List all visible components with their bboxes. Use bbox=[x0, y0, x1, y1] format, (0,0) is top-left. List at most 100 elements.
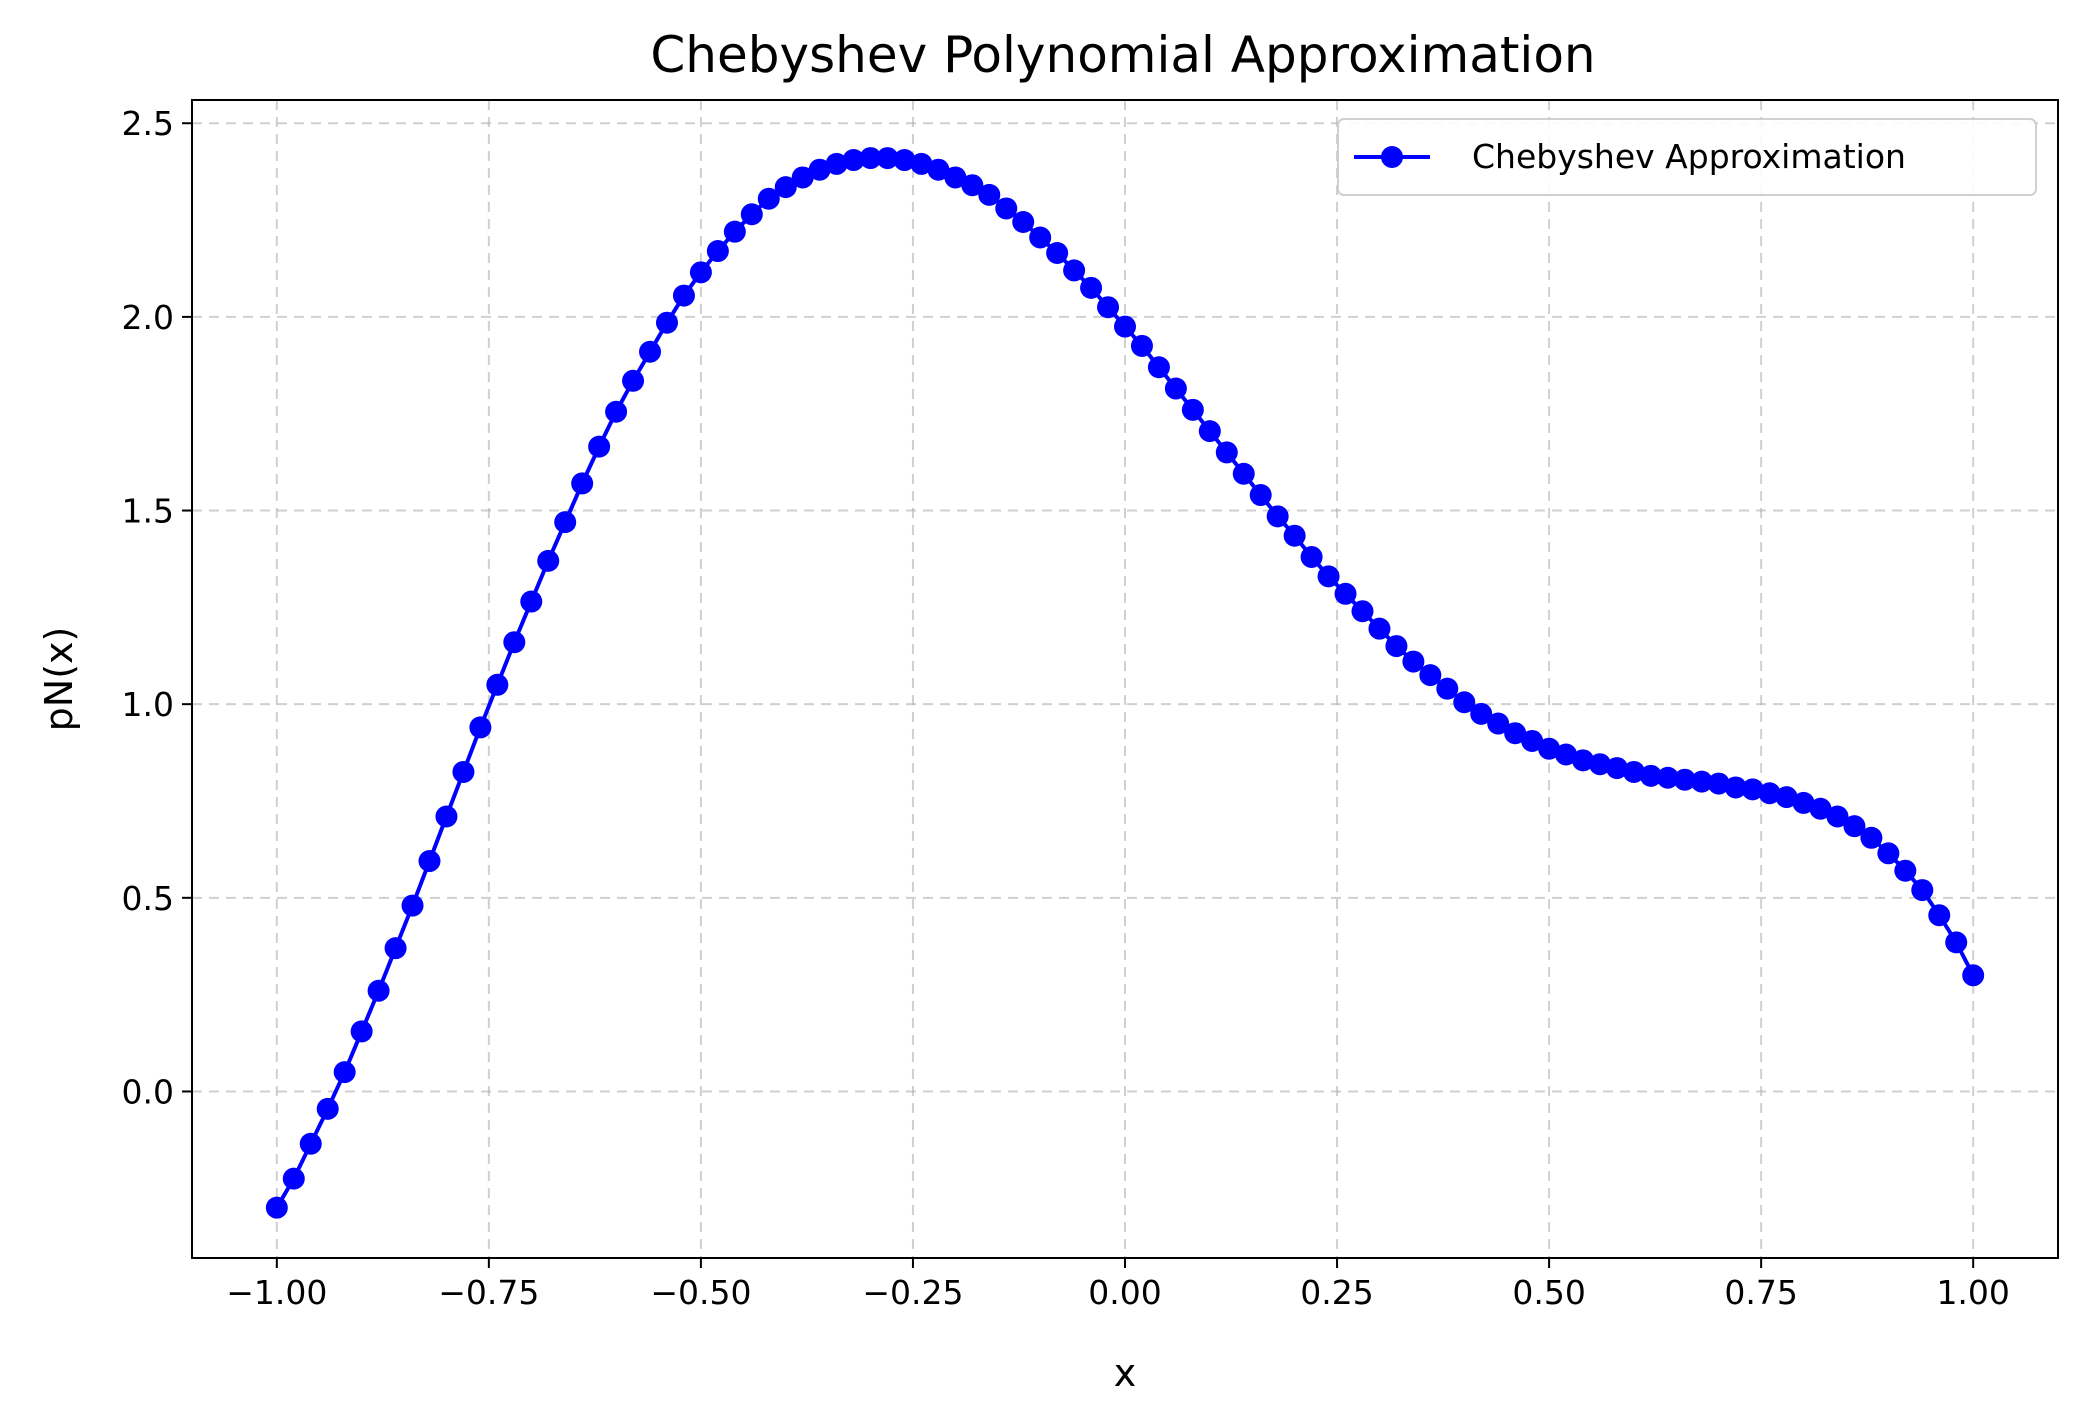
data-point bbox=[944, 166, 967, 189]
data-point bbox=[1555, 743, 1578, 766]
data-point bbox=[1249, 484, 1272, 507]
data-point bbox=[774, 176, 797, 199]
data-point bbox=[1351, 600, 1374, 623]
data-point bbox=[1588, 753, 1611, 776]
data-point bbox=[350, 1020, 373, 1043]
data-point bbox=[588, 435, 611, 458]
data-point bbox=[995, 197, 1018, 220]
data-point bbox=[1453, 691, 1476, 714]
data-point bbox=[520, 590, 543, 613]
data-point bbox=[893, 149, 916, 172]
y-tick-label: 2.5 bbox=[122, 104, 174, 143]
data-point bbox=[1673, 768, 1696, 791]
data-point bbox=[1894, 859, 1917, 882]
data-point bbox=[1215, 441, 1238, 464]
data-point bbox=[1826, 805, 1849, 828]
legend-label: Chebyshev Approximation bbox=[1472, 137, 1906, 176]
data-point bbox=[978, 183, 1001, 206]
data-point bbox=[1097, 296, 1120, 319]
data-point bbox=[1928, 904, 1951, 927]
data-point bbox=[961, 174, 984, 197]
data-point bbox=[740, 203, 763, 226]
data-point bbox=[1877, 842, 1900, 865]
data-point bbox=[910, 152, 933, 175]
data-point bbox=[1232, 462, 1255, 485]
data-point bbox=[452, 760, 475, 783]
data-point bbox=[554, 511, 577, 534]
data-point bbox=[605, 400, 628, 423]
data-point bbox=[723, 220, 746, 243]
data-point bbox=[1385, 635, 1408, 658]
data-point bbox=[1114, 315, 1136, 338]
tick-layer: −1.00 −0.75 −0.50 −0.25 0.00 0.25 0.50 0.75 1.00… bbox=[122, 104, 2010, 1312]
data-point bbox=[1402, 650, 1425, 673]
data-point bbox=[1707, 772, 1730, 795]
legend: Chebyshev Approximation bbox=[1337, 118, 2037, 196]
data-point bbox=[1334, 582, 1357, 605]
x-tick-label: −1.00 bbox=[226, 1273, 327, 1312]
data-point bbox=[333, 1061, 356, 1084]
data-point bbox=[486, 673, 509, 696]
data-point bbox=[571, 472, 594, 495]
data-point bbox=[1911, 879, 1934, 902]
data-point bbox=[1962, 964, 1985, 987]
data-point bbox=[1843, 815, 1866, 838]
data-point bbox=[622, 369, 645, 392]
data-point bbox=[1046, 241, 1069, 264]
y-tick-label: 2.0 bbox=[122, 298, 174, 337]
data-point bbox=[1266, 505, 1289, 528]
data-point bbox=[1147, 356, 1170, 379]
data-point bbox=[1809, 797, 1832, 820]
data-point bbox=[1063, 259, 1086, 282]
data-point bbox=[1639, 764, 1662, 787]
data-point bbox=[1181, 398, 1204, 421]
data-point bbox=[1436, 677, 1459, 700]
data-point bbox=[316, 1097, 339, 1120]
legend-marker-swatch bbox=[1381, 146, 1403, 168]
data-point bbox=[1860, 826, 1883, 849]
x-axis-label: x bbox=[1114, 1351, 1137, 1395]
data-point bbox=[435, 805, 458, 828]
data-point bbox=[1792, 791, 1815, 814]
data-point bbox=[1656, 766, 1679, 789]
data-point bbox=[655, 311, 678, 334]
data-point bbox=[265, 1196, 288, 1219]
data-point bbox=[1741, 778, 1764, 801]
x-tick-label: 1.00 bbox=[1936, 1273, 2009, 1312]
data-point bbox=[808, 158, 831, 181]
data-point bbox=[1538, 737, 1561, 760]
x-tick-label: −0.25 bbox=[862, 1273, 963, 1312]
x-tick-label: 0.00 bbox=[1088, 1273, 1161, 1312]
data-point bbox=[791, 166, 814, 189]
data-point bbox=[825, 152, 848, 175]
y-tick-label: 0.5 bbox=[122, 879, 174, 918]
legend-box bbox=[1337, 118, 2037, 196]
data-point bbox=[469, 716, 492, 739]
data-point bbox=[927, 158, 950, 181]
data-point bbox=[706, 240, 729, 263]
data-point bbox=[672, 284, 695, 307]
data-point bbox=[1300, 546, 1323, 569]
data-point bbox=[1164, 377, 1187, 400]
data-point bbox=[1317, 565, 1340, 588]
data-point bbox=[401, 894, 424, 917]
data-point bbox=[639, 340, 662, 363]
data-point bbox=[1724, 776, 1747, 799]
data-point bbox=[859, 147, 882, 170]
data-point bbox=[1945, 931, 1968, 954]
x-tick-label: 0.75 bbox=[1724, 1273, 1797, 1312]
data-point bbox=[842, 149, 865, 172]
data-point bbox=[1419, 664, 1442, 687]
data-point bbox=[1368, 617, 1391, 640]
data-point bbox=[1758, 782, 1781, 805]
data-point bbox=[1775, 786, 1798, 809]
y-tick-label: 0.0 bbox=[122, 1072, 174, 1111]
data-point bbox=[1198, 420, 1221, 443]
x-tick-label: 0.50 bbox=[1512, 1273, 1585, 1312]
data-point bbox=[1470, 702, 1493, 725]
data-point bbox=[384, 937, 407, 960]
data-point bbox=[418, 850, 441, 873]
data-point bbox=[299, 1132, 322, 1155]
data-point bbox=[1521, 729, 1544, 752]
data-point bbox=[1622, 760, 1645, 783]
